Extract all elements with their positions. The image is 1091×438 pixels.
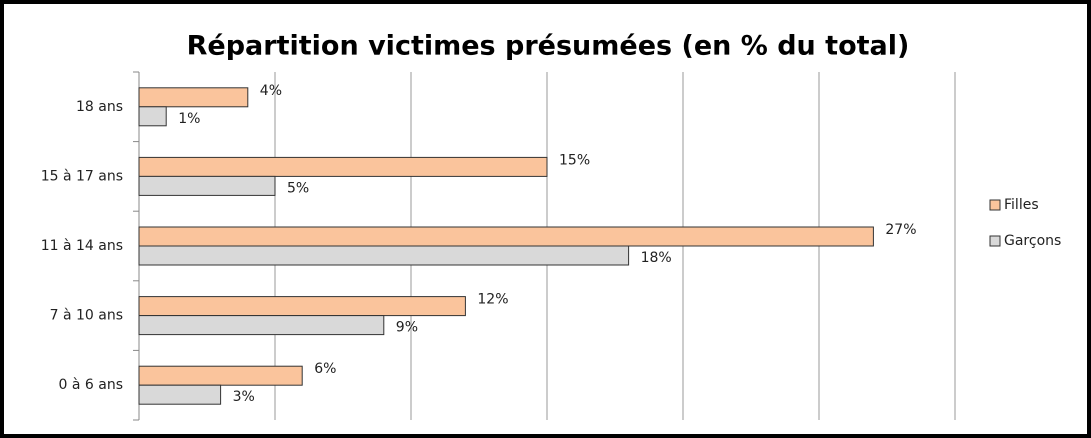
data-label: 1% <box>178 111 200 127</box>
bar <box>138 106 167 127</box>
data-label: 6% <box>314 361 336 377</box>
data-label: 18% <box>641 250 672 266</box>
legend-label: Filles <box>1004 197 1039 213</box>
y-tick-label: 15 à 17 ans <box>41 168 123 184</box>
y-tick-label: 11 à 14 ans <box>41 238 123 254</box>
bar <box>138 296 466 317</box>
legend-swatch <box>989 199 1001 211</box>
data-label: 12% <box>477 292 508 308</box>
chart-title: Répartition victimes présumées (en % du … <box>187 31 910 62</box>
bar <box>138 245 630 266</box>
bar <box>138 315 385 336</box>
data-label: 3% <box>233 389 255 405</box>
bar <box>138 226 874 247</box>
legend-label: Garçons <box>1004 233 1061 249</box>
data-label: 4% <box>260 83 282 99</box>
data-label: 5% <box>287 180 309 196</box>
legend-swatch <box>989 235 1001 247</box>
y-tick-label: 7 à 10 ans <box>50 308 123 324</box>
bar <box>138 365 303 386</box>
bar <box>138 87 249 108</box>
y-tick-label: 18 ans <box>76 99 123 115</box>
bar <box>138 384 222 405</box>
bar <box>138 156 548 177</box>
data-label: 15% <box>559 152 590 168</box>
bar <box>138 175 276 196</box>
y-tick-label: 0 à 6 ans <box>59 377 124 393</box>
data-label: 27% <box>885 222 916 238</box>
data-label: 9% <box>396 320 418 336</box>
